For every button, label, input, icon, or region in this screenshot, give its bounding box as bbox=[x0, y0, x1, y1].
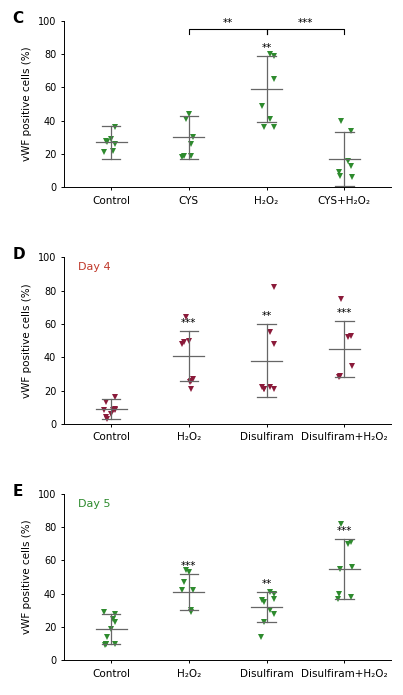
Text: Day 5: Day 5 bbox=[77, 499, 110, 509]
Y-axis label: vWF positive cells (%): vWF positive cells (%) bbox=[22, 520, 32, 635]
Text: C: C bbox=[12, 11, 23, 26]
Text: **: ** bbox=[262, 580, 272, 589]
Text: Day 4: Day 4 bbox=[77, 262, 110, 272]
Text: **: ** bbox=[262, 43, 272, 54]
Text: **: ** bbox=[222, 18, 233, 28]
Text: **: ** bbox=[262, 311, 272, 321]
Text: D: D bbox=[12, 247, 25, 262]
Text: ***: *** bbox=[337, 308, 352, 318]
Text: ***: *** bbox=[298, 18, 313, 28]
Text: E: E bbox=[12, 484, 23, 499]
Text: ***: *** bbox=[337, 526, 352, 537]
Text: ***: *** bbox=[181, 318, 197, 328]
Text: ***: *** bbox=[181, 561, 197, 571]
Y-axis label: vWF positive cells (%): vWF positive cells (%) bbox=[22, 47, 32, 161]
Y-axis label: vWF positive cells (%): vWF positive cells (%) bbox=[22, 284, 32, 398]
